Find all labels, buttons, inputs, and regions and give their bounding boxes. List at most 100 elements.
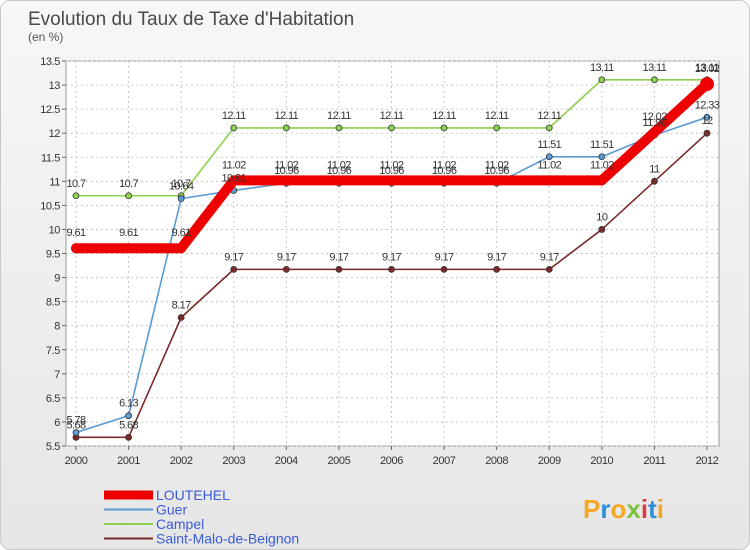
point-campel: [230, 124, 238, 132]
logo-letter: r: [600, 494, 610, 524]
point-saint-malo-de-beignon: [282, 265, 290, 273]
data-label-saint-malo-de-beignon: 9.17: [382, 251, 401, 263]
y-tick-label: 7.5: [46, 345, 60, 357]
proxiti-logo: Proxiti: [583, 494, 664, 524]
legend-label-guer: Guer: [156, 502, 187, 518]
point-campel: [651, 76, 658, 84]
logo-letter: o: [610, 494, 626, 524]
point-saint-malo-de-beignon: [545, 265, 553, 273]
point-loutehel: [491, 175, 502, 186]
point-loutehel: [123, 243, 134, 254]
data-label-guer: 10.96: [484, 165, 509, 177]
point-saint-malo-de-beignon: [335, 265, 343, 273]
data-label-saint-malo-de-beignon: 9.17: [435, 251, 454, 263]
data-label-loutehel: 11.02: [222, 159, 246, 171]
point-loutehel: [71, 243, 81, 254]
data-label-loutehel: 11.02: [380, 159, 404, 171]
data-label-saint-malo-de-beignon: 9.17: [277, 251, 296, 263]
point-saint-malo-de-beignon: [703, 129, 711, 137]
point-loutehel: [176, 243, 187, 254]
data-label-loutehel: 12.02: [642, 111, 667, 123]
data-label-guer: 10.64: [169, 181, 194, 193]
data-label-saint-malo-de-beignon: 5.68: [119, 419, 138, 431]
data-label-guer: 10.96: [432, 165, 457, 177]
data-label-guer: 10.81: [221, 172, 246, 184]
y-tick-label: 6.5: [46, 393, 60, 405]
y-tick-label: 6: [54, 417, 60, 429]
y-tick-label: 8: [54, 321, 60, 333]
data-label-campel: 10.7: [66, 178, 85, 190]
data-label-saint-malo-de-beignon: 5.68: [66, 419, 85, 431]
x-tick-label: 2011: [643, 455, 665, 467]
data-label-saint-malo-de-beignon: 9.17: [224, 251, 243, 263]
legend-label-campel: Campel: [156, 516, 204, 532]
logo-letter: i: [657, 494, 664, 524]
data-label-loutehel: 9.61: [119, 227, 138, 239]
point-campel: [282, 124, 290, 132]
point-campel: [125, 192, 132, 200]
x-tick-label: 2008: [485, 455, 508, 467]
x-tick-label: 2010: [590, 455, 613, 467]
x-tick-label: 2009: [538, 455, 561, 467]
point-loutehel: [281, 175, 292, 186]
chart-subtitle: (en %): [28, 30, 63, 44]
data-label-campel: 12.11: [380, 110, 404, 122]
point-guer: [598, 153, 606, 161]
data-label-saint-malo-de-beignon: 8.17: [172, 300, 191, 312]
point-saint-malo-de-beignon: [651, 177, 658, 185]
data-label-campel: 12.11: [327, 110, 351, 122]
data-label-loutehel: 9.61: [172, 227, 191, 239]
data-label-saint-malo-de-beignon: 9.17: [329, 251, 348, 263]
data-label-loutehel: 11.02: [274, 159, 298, 171]
x-tick-label: 2005: [327, 455, 350, 467]
point-guer: [545, 153, 553, 161]
data-label-saint-malo-de-beignon: 11: [649, 163, 660, 175]
data-label-saint-malo-de-beignon: 10: [596, 211, 608, 223]
y-tick-label: 13: [49, 80, 61, 92]
data-label-campel: 12.11: [537, 110, 561, 122]
y-tick-label: 9: [54, 273, 60, 285]
logo-letter: t: [648, 494, 657, 524]
point-campel: [388, 124, 395, 132]
data-label-loutehel: 11.02: [590, 159, 614, 171]
data-label-guer: 10.96: [274, 165, 299, 177]
point-loutehel: [333, 175, 344, 186]
point-loutehel: [228, 175, 239, 186]
y-tick-label: 13.5: [40, 56, 60, 68]
x-tick-label: 2004: [275, 455, 298, 467]
data-label-guer: 6.13: [119, 398, 138, 410]
data-label-loutehel: 11.02: [537, 159, 561, 171]
point-loutehel: [544, 175, 555, 186]
point-saint-malo-de-beignon: [598, 226, 606, 233]
data-label-saint-malo-de-beignon: 9.17: [487, 251, 506, 263]
data-label-loutehel: 11.02: [432, 159, 456, 171]
y-tick-label: 7: [54, 369, 60, 381]
axes: 5.5 6 6.5 7 7.5 8 8.5 9 9.5 10 10.5 11 11.5 12 12.5 13 1…: [40, 56, 719, 467]
y-tick-label: 12: [49, 128, 61, 140]
point-campel: [72, 192, 80, 200]
point-saint-malo-de-beignon: [493, 265, 501, 273]
logo-letter: P: [583, 494, 600, 524]
point-campel: [440, 124, 448, 132]
data-label-saint-malo-de-beignon: 12: [701, 115, 713, 127]
data-label-guer: 5.78: [66, 415, 85, 427]
data-label-campel: 12.11: [485, 110, 509, 122]
point-loutehel: [649, 127, 660, 138]
data-label-guer: 10.96: [327, 165, 352, 177]
x-tick-label: 2006: [380, 455, 403, 467]
point-loutehel: [700, 77, 714, 92]
data-label-campel: 13.11: [590, 62, 614, 74]
y-tick-label: 10.5: [40, 200, 60, 212]
data-label-campel: 10.7: [172, 178, 191, 190]
y-tick-label: 5.5: [46, 441, 60, 453]
data-label-campel: 12.11: [432, 110, 456, 122]
x-tick-label: 2007: [433, 455, 456, 467]
point-campel: [598, 76, 606, 84]
logo-letter: x: [626, 494, 641, 524]
point-guer: [72, 429, 80, 436]
y-tick-label: 11.5: [41, 152, 60, 164]
data-label-loutehel: 13.02: [695, 63, 720, 75]
point-saint-malo-de-beignon: [125, 433, 132, 441]
